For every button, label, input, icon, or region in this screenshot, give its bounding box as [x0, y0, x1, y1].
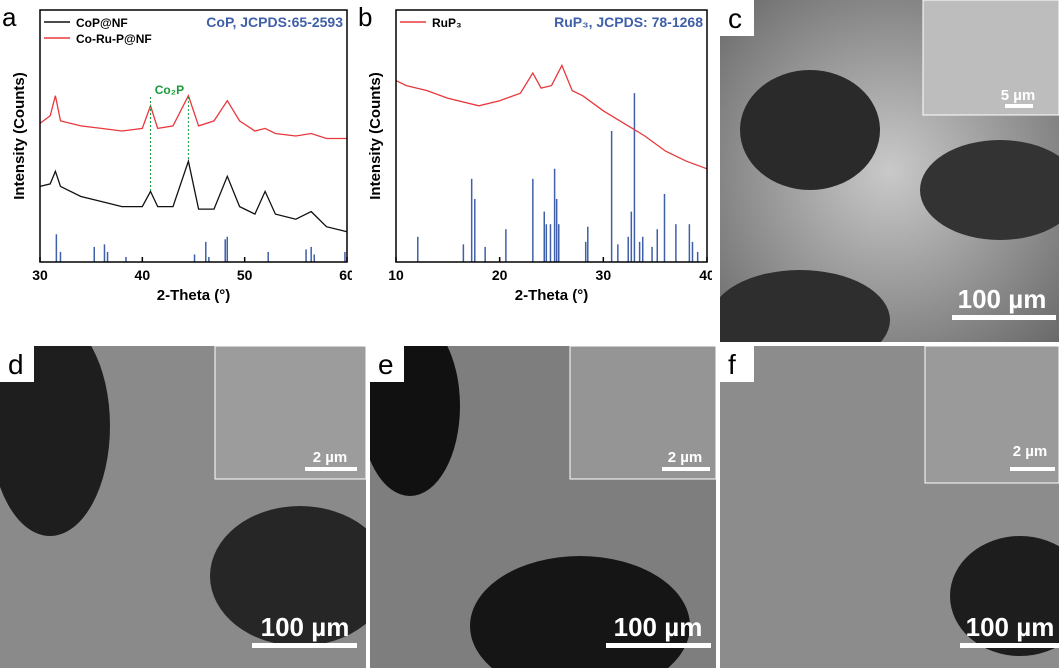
annotation: RuP₃, JCPDS: 78-1268: [554, 14, 703, 30]
series-line: [40, 161, 347, 232]
scale-label: 100 µm: [614, 612, 703, 642]
panel-letter: b: [358, 2, 372, 32]
inset-scale-bar: [662, 467, 710, 471]
inset-scale: 2 µm: [313, 449, 348, 466]
peak-label: Co₂P: [155, 83, 184, 97]
sem-panel-f: f 2 µm 100 µm: [720, 346, 1059, 668]
inset-scale-bar: [305, 467, 357, 471]
inset-scale: 2 µm: [1013, 443, 1048, 460]
figure: a 30 40 50 60 2-Theta (°) Intensity (Counts) Co…: [0, 0, 1059, 668]
scale-bar: [606, 643, 711, 648]
panel-letter: a: [2, 2, 17, 32]
legend-label: Co-Ru-P@NF: [76, 32, 152, 46]
scale-bar: [960, 643, 1059, 648]
x-tick-label: 30: [32, 267, 48, 283]
sem-panel-d: d 2 µm 100 µm: [0, 346, 366, 668]
sem-panel-c: c 5 µm 100 µm: [720, 0, 1059, 342]
x-tick-label: 60: [339, 267, 352, 283]
scale-label: 100 µm: [966, 612, 1055, 642]
inset-scale: 5 µm: [1001, 87, 1036, 104]
y-axis-label: Intensity (Counts): [11, 72, 28, 200]
letter-box: [720, 346, 754, 382]
pore: [740, 70, 880, 190]
scale-bar: [952, 315, 1056, 320]
sem-panel-e: e 2 µm 100 µm: [370, 346, 716, 668]
x-axis-label: 2-Theta (°): [157, 287, 231, 304]
series-line: [396, 65, 707, 168]
x-tick-label: 40: [699, 267, 712, 283]
inset-scale-bar: [1010, 467, 1055, 471]
scale-label: 100 µm: [261, 612, 350, 642]
panel-letter: d: [8, 349, 24, 380]
inset: [923, 0, 1059, 115]
legend-label: CoP@NF: [76, 16, 128, 30]
y-axis-label: Intensity (Counts): [367, 72, 384, 200]
inset-scale-bar: [1005, 104, 1033, 108]
annotation: CoP, JCPDS:65-2593: [206, 14, 343, 30]
panel-letter: e: [378, 349, 394, 380]
plot-frame: [396, 10, 707, 262]
x-tick-label: 40: [135, 267, 151, 283]
x-axis-label: 2-Theta (°): [515, 287, 589, 304]
legend-label: RuP₃: [432, 16, 462, 30]
x-tick-label: 10: [388, 267, 404, 283]
x-tick-label: 30: [596, 267, 612, 283]
inset: [925, 346, 1059, 483]
scale-bar: [252, 643, 357, 648]
inset-scale: 2 µm: [668, 449, 703, 466]
x-tick-label: 50: [237, 267, 253, 283]
plot-frame: [40, 10, 347, 262]
scale-label: 100 µm: [958, 284, 1047, 314]
chart-b: b 10 20 30 40 2-Theta (°) Intensity (Counts) Ru…: [356, 0, 712, 335]
x-tick-label: 20: [492, 267, 508, 283]
chart-a: a 30 40 50 60 2-Theta (°) Intensity (Counts) Co…: [0, 0, 352, 335]
panel-letter: c: [728, 3, 742, 34]
panel-letter: f: [728, 349, 736, 380]
series-line: [40, 96, 347, 139]
